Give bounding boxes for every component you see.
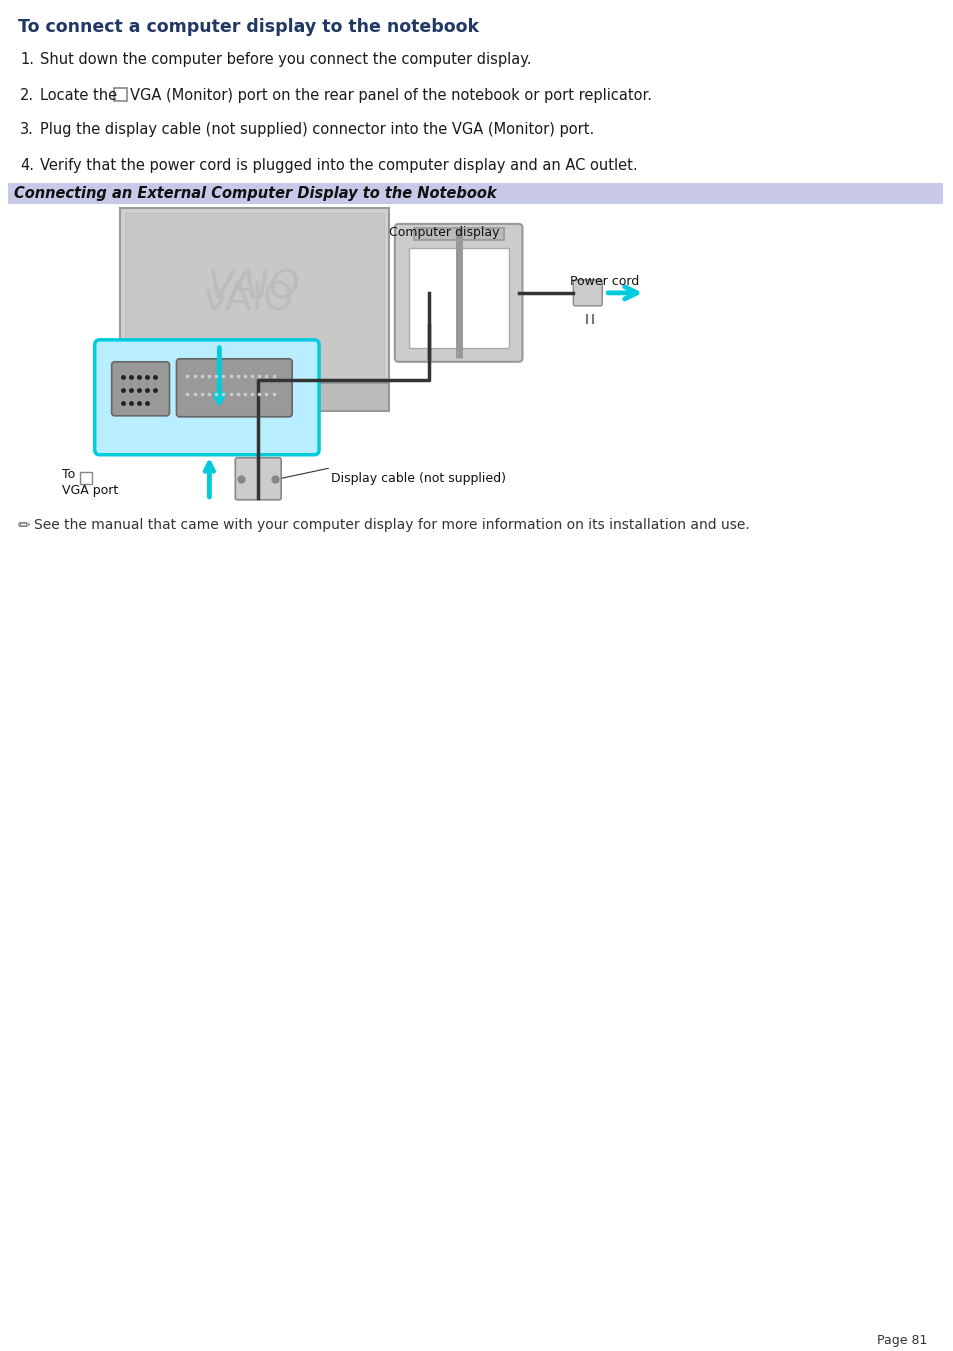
Text: Connecting an External Computer Display to the Notebook: Connecting an External Computer Display … bbox=[14, 186, 497, 201]
Text: 2.: 2. bbox=[20, 88, 34, 103]
FancyBboxPatch shape bbox=[113, 88, 127, 101]
FancyBboxPatch shape bbox=[80, 471, 91, 484]
FancyBboxPatch shape bbox=[229, 390, 257, 405]
Text: 3.: 3. bbox=[20, 122, 33, 136]
Text: 1.: 1. bbox=[20, 51, 34, 68]
FancyBboxPatch shape bbox=[119, 382, 389, 411]
Text: See the manual that came with your computer display for more information on its : See the manual that came with your compu… bbox=[34, 517, 749, 532]
FancyBboxPatch shape bbox=[264, 390, 314, 405]
Text: Computer display: Computer display bbox=[389, 226, 498, 239]
FancyBboxPatch shape bbox=[119, 208, 389, 382]
Text: Shut down the computer before you connect the computer display.: Shut down the computer before you connec… bbox=[40, 51, 531, 68]
FancyBboxPatch shape bbox=[128, 397, 137, 405]
Text: ✏: ✏ bbox=[18, 517, 30, 532]
FancyBboxPatch shape bbox=[235, 458, 281, 500]
Text: Plug the display cable (not supplied) connector into the VGA (Monitor) port.: Plug the display cable (not supplied) co… bbox=[40, 122, 594, 136]
Text: Display cable (not supplied): Display cable (not supplied) bbox=[331, 471, 505, 485]
Text: VGA port: VGA port bbox=[62, 484, 118, 497]
Text: Power cord: Power cord bbox=[570, 274, 639, 288]
Text: 4.: 4. bbox=[20, 158, 34, 173]
FancyBboxPatch shape bbox=[141, 397, 152, 405]
Text: VGA (Monitor) port on the rear panel of the notebook or port replicator.: VGA (Monitor) port on the rear panel of … bbox=[130, 88, 651, 103]
FancyBboxPatch shape bbox=[170, 397, 179, 405]
Text: VAIO: VAIO bbox=[208, 269, 300, 307]
FancyBboxPatch shape bbox=[112, 362, 170, 416]
FancyBboxPatch shape bbox=[414, 228, 503, 240]
Text: To connect a computer display to the notebook: To connect a computer display to the not… bbox=[18, 18, 478, 36]
FancyBboxPatch shape bbox=[409, 247, 508, 347]
FancyBboxPatch shape bbox=[125, 213, 383, 378]
FancyBboxPatch shape bbox=[8, 182, 943, 204]
FancyBboxPatch shape bbox=[395, 224, 522, 362]
FancyBboxPatch shape bbox=[155, 397, 166, 405]
Text: Verify that the power cord is plugged into the computer display and an AC outlet: Verify that the power cord is plugged in… bbox=[40, 158, 637, 173]
FancyBboxPatch shape bbox=[94, 340, 318, 455]
Text: νΑΙΟ: νΑΙΟ bbox=[204, 281, 294, 319]
FancyBboxPatch shape bbox=[183, 397, 193, 405]
Text: Locate the: Locate the bbox=[40, 88, 117, 103]
FancyBboxPatch shape bbox=[176, 359, 292, 417]
Text: To: To bbox=[62, 467, 75, 481]
FancyBboxPatch shape bbox=[573, 280, 601, 305]
Circle shape bbox=[213, 392, 226, 405]
FancyBboxPatch shape bbox=[197, 397, 207, 405]
Text: Page 81: Page 81 bbox=[876, 1335, 926, 1347]
